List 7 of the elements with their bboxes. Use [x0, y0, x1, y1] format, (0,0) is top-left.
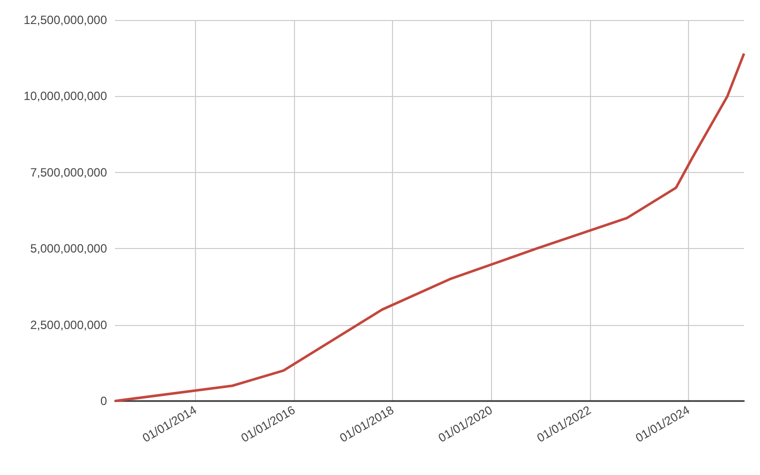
y-tick-label: 2,500,000,000: [30, 318, 108, 332]
y-tick-label: 12,500,000,000: [24, 13, 108, 27]
y-tick-label: 5,000,000,000: [30, 242, 108, 256]
line-series: [114, 52, 746, 402]
y-tick-label: 10,000,000,000: [24, 89, 108, 104]
y-tick-label: 7,500,000,000: [30, 165, 108, 180]
y-tick-label: 0: [100, 394, 108, 408]
